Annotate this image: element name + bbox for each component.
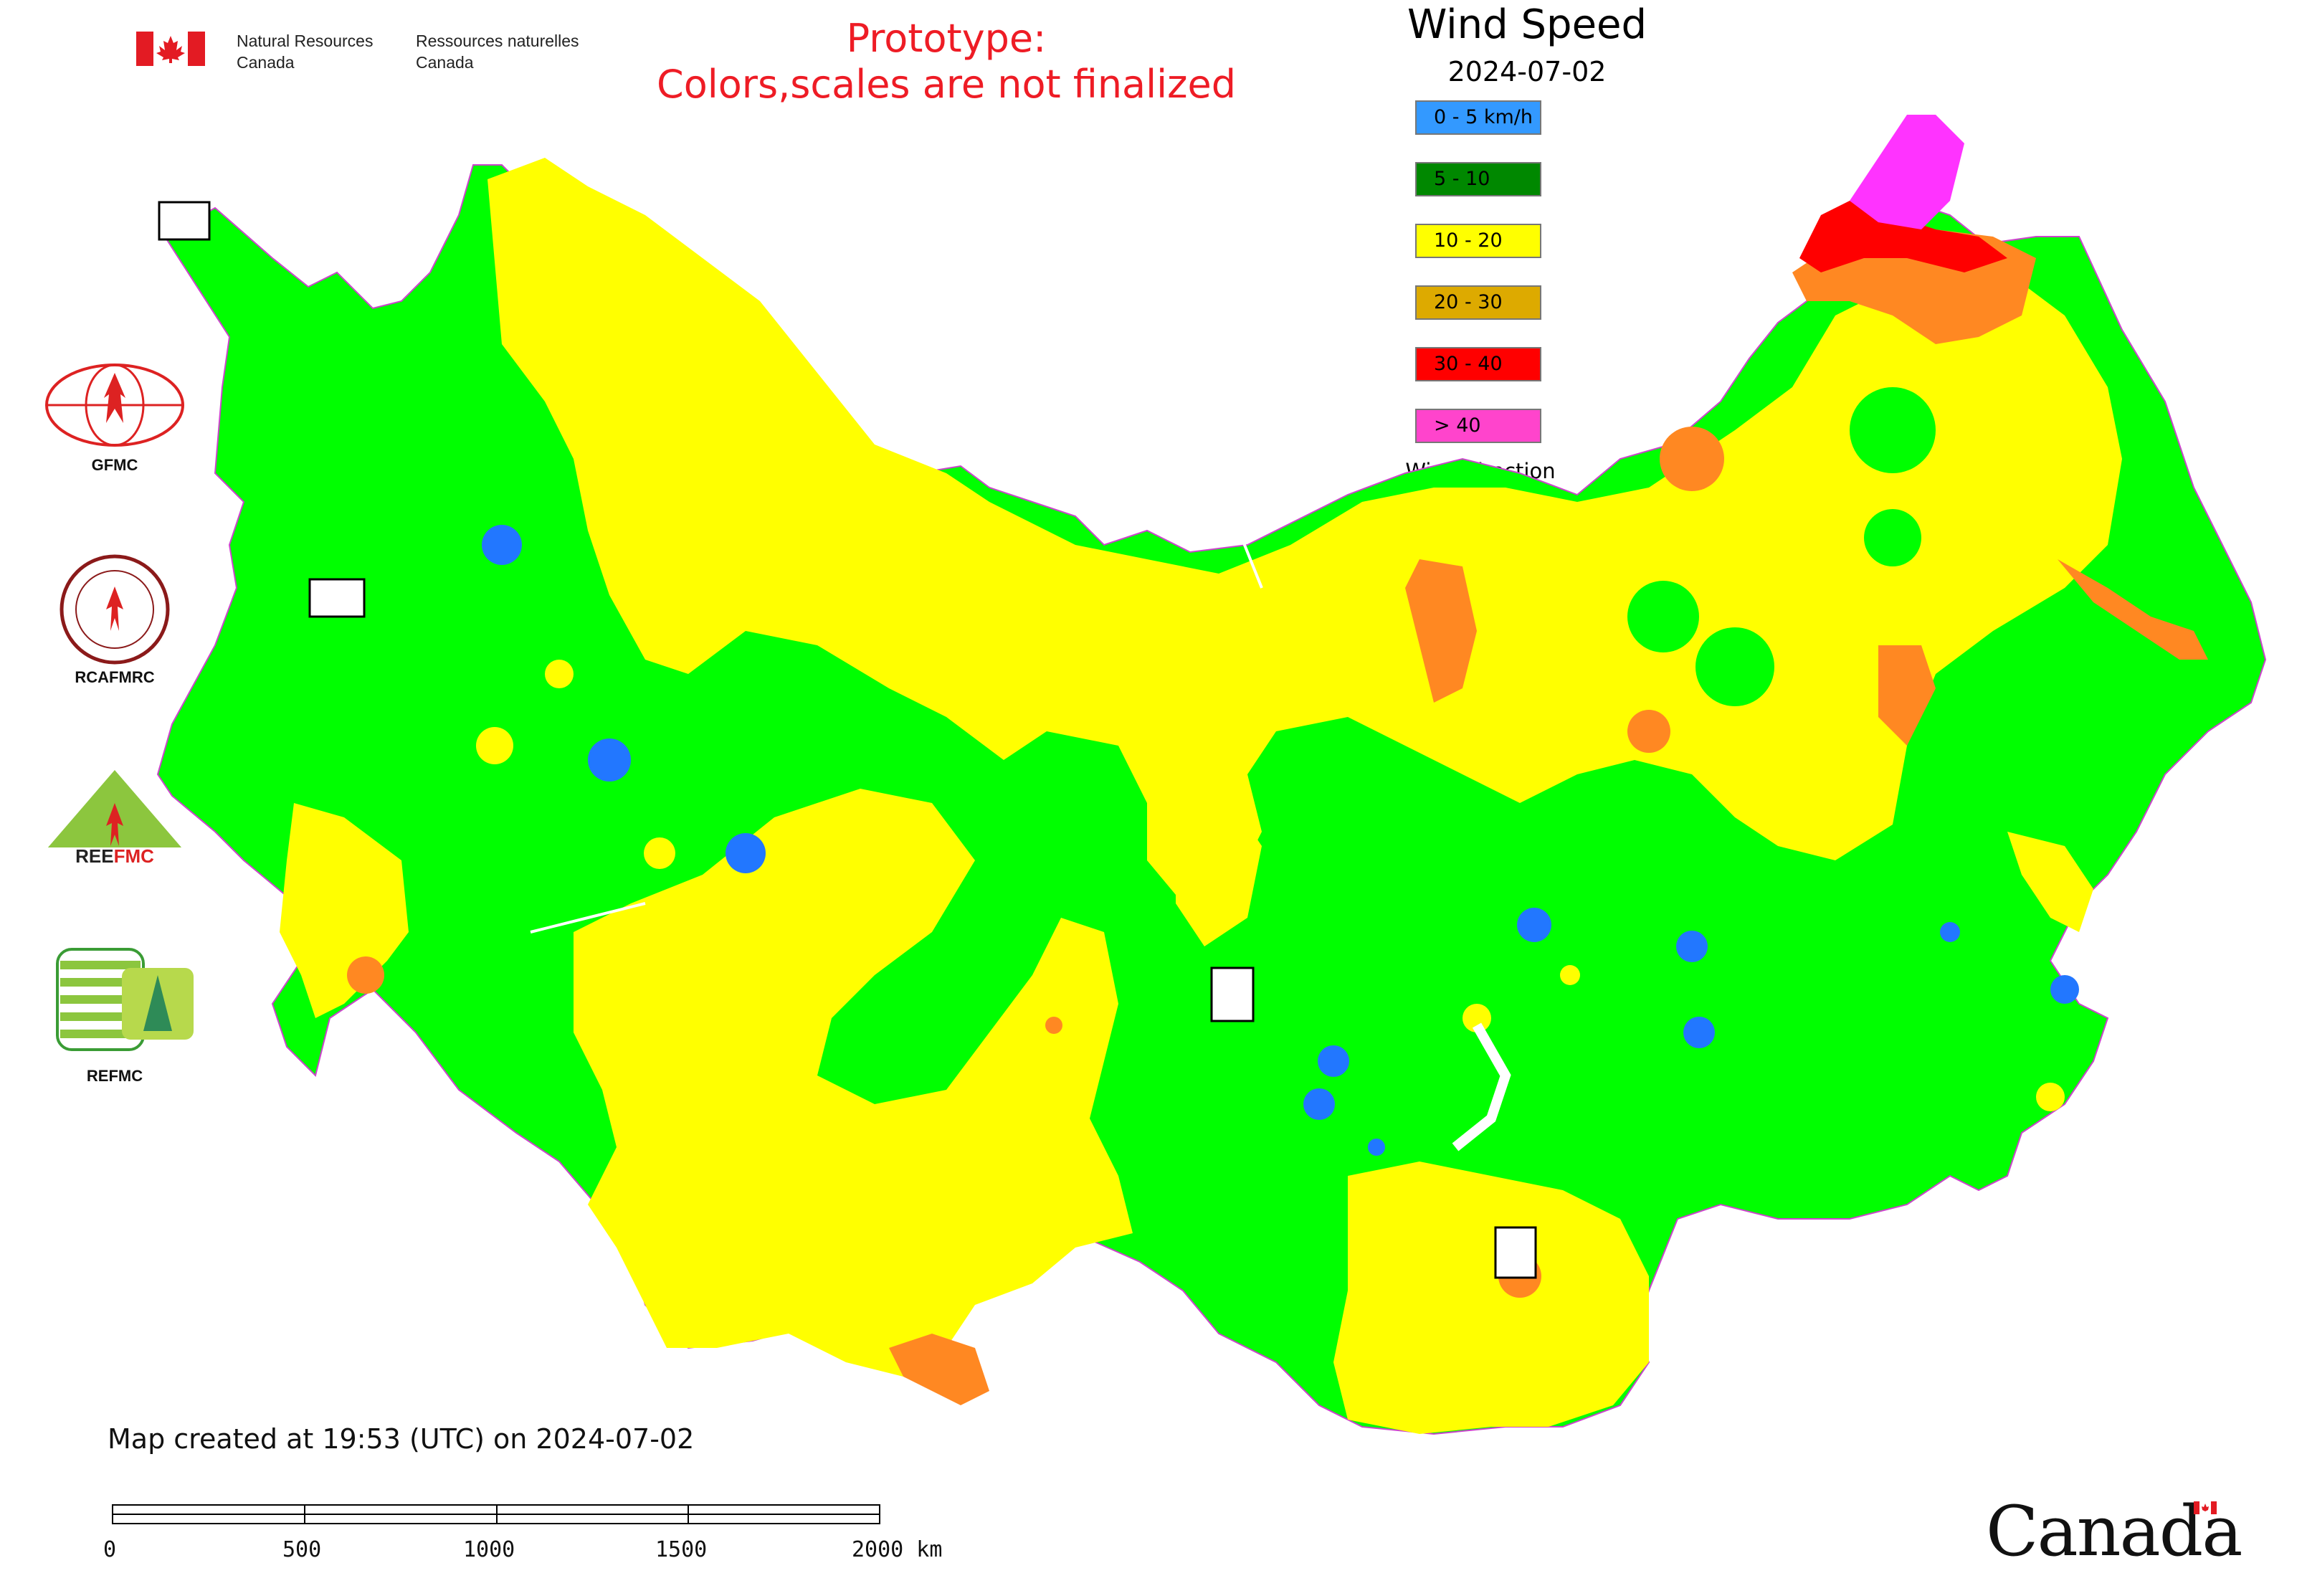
prototype-line-1: Prototype: [846,16,1047,61]
map-blob-yellow [761,1149,787,1174]
map-blob-green [1695,627,1774,706]
org-name-en: Natural Resources Canada [237,32,374,72]
legend-item-0-5: 0 - 5 km/h [1415,100,1541,135]
map-region-orange-okhotsk [1878,645,1936,746]
map-region-orange-taimyr [1405,559,1477,703]
map-marker-gfmc [158,201,211,241]
map-region-yellow-southeast [1333,1162,1649,1434]
map-river [530,902,646,934]
gfmc-logo-icon [45,364,184,447]
legend-item-30-40: 30 - 40 [1415,347,1541,381]
map-blob-blue [1676,931,1708,962]
org-name-fr: Ressources naturelles Canada [416,32,579,72]
map-created-text: Map created at 19:53 (UTC) on 2024-07-02 [108,1423,695,1455]
legend-item-20-30: 20 - 30 [1415,285,1541,320]
prototype-line-2: Colors,scales are not finalized [657,62,1236,107]
map-marker-refmc [1210,966,1255,1022]
gfmc-label: GFMC [91,456,138,474]
map-title: Wind Speed [1407,1,1647,48]
scale-label-1500: 1500 [655,1537,708,1562]
map-blob-green [1864,509,1921,566]
map-blob-blue [1517,908,1551,942]
map-region-yellow-north [487,158,2122,903]
map-region-orange-kamchatka [2058,559,2208,660]
rcafmrc-label: RCAFMRC [75,668,155,686]
map-blob-blue [1940,922,1960,942]
map-blob-orange [1045,1017,1062,1034]
canada-wordmark-flag-icon [2194,1501,2217,1514]
map-blob-green [1850,387,1936,473]
map-blob-yellow [476,727,513,764]
legend-item-5-10: 5 - 10 [1415,162,1541,196]
map-region-orange-southwest [889,1334,989,1405]
prototype-notice: Prototype: Colors,scales are not finaliz… [624,16,1269,108]
map-blob-yellow [2036,1083,2065,1111]
map-blob-yellow [1560,965,1580,985]
map-date: 2024-07-02 [1447,56,1607,87]
refmc-label: REFMC [86,1067,143,1085]
map-blob-orange [1627,710,1670,753]
map-blob-orange [1660,427,1724,491]
scale-label-500: 500 [282,1537,322,1562]
map-region-yellow-mid [1176,803,1262,946]
scale-bar [112,1504,880,1524]
map-blob-yellow [545,660,574,688]
svg-text:REEFMC: REEFMC [75,845,154,867]
legend-item-10-20: 10 - 20 [1415,224,1541,258]
canada-flag-icon [136,32,205,66]
map-region-red-chukotka [1799,201,2007,272]
map-blob-blue [1303,1088,1335,1120]
map-blob-blue [1318,1045,1349,1077]
map-blob-blue [1683,1017,1715,1048]
canada-wordmark: Canada [1986,1491,2242,1572]
map-region-magenta-chukotka [1850,115,1964,229]
map-blob-yellow [1462,1004,1491,1032]
rcafmrc-logo-icon [60,554,170,665]
map-blob-blue [482,525,522,565]
map-region-yellow-east [2007,832,2093,932]
map-blob-blue [726,833,766,873]
map-marker-rcafmrc [1494,1226,1537,1279]
map-marker-reefmc [308,578,366,618]
map-region-yellow-southwest [574,789,1133,1377]
map-blob-orange [347,956,384,994]
map-river [1452,1022,1511,1151]
legend-item-over-40: > 40 [1415,409,1541,443]
map-blob-green [1627,581,1699,652]
map-blob-blue [1368,1139,1385,1156]
map-blob-blue [2050,975,2079,1004]
scale-label-1000: 1000 [463,1537,515,1562]
scale-label-2000: 2000 km [852,1537,943,1562]
scale-label-0: 0 [103,1537,117,1562]
reefmc-logo-icon: REEFMC [39,770,191,867]
refmc-logo-icon [56,948,194,1051]
map-blob-blue [588,738,631,782]
map-blob-yellow [644,837,675,869]
map-river [1217,429,1263,589]
